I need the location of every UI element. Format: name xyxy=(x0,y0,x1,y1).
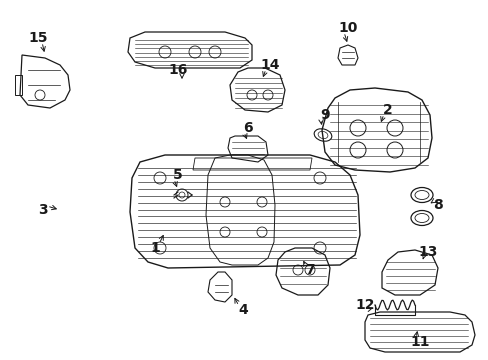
Text: 8: 8 xyxy=(432,198,442,212)
Text: 7: 7 xyxy=(305,263,314,277)
Text: 14: 14 xyxy=(260,58,279,72)
Text: 1: 1 xyxy=(150,241,160,255)
Text: 2: 2 xyxy=(382,103,392,117)
Text: 16: 16 xyxy=(168,63,187,77)
Text: 10: 10 xyxy=(338,21,357,35)
Text: 13: 13 xyxy=(417,245,437,259)
Text: 15: 15 xyxy=(28,31,48,45)
Text: 5: 5 xyxy=(173,168,183,182)
Text: 3: 3 xyxy=(38,203,48,217)
Text: 4: 4 xyxy=(238,303,247,317)
Text: 6: 6 xyxy=(243,121,252,135)
Text: 11: 11 xyxy=(409,335,429,349)
Text: 9: 9 xyxy=(320,108,329,122)
Text: 12: 12 xyxy=(354,298,374,312)
